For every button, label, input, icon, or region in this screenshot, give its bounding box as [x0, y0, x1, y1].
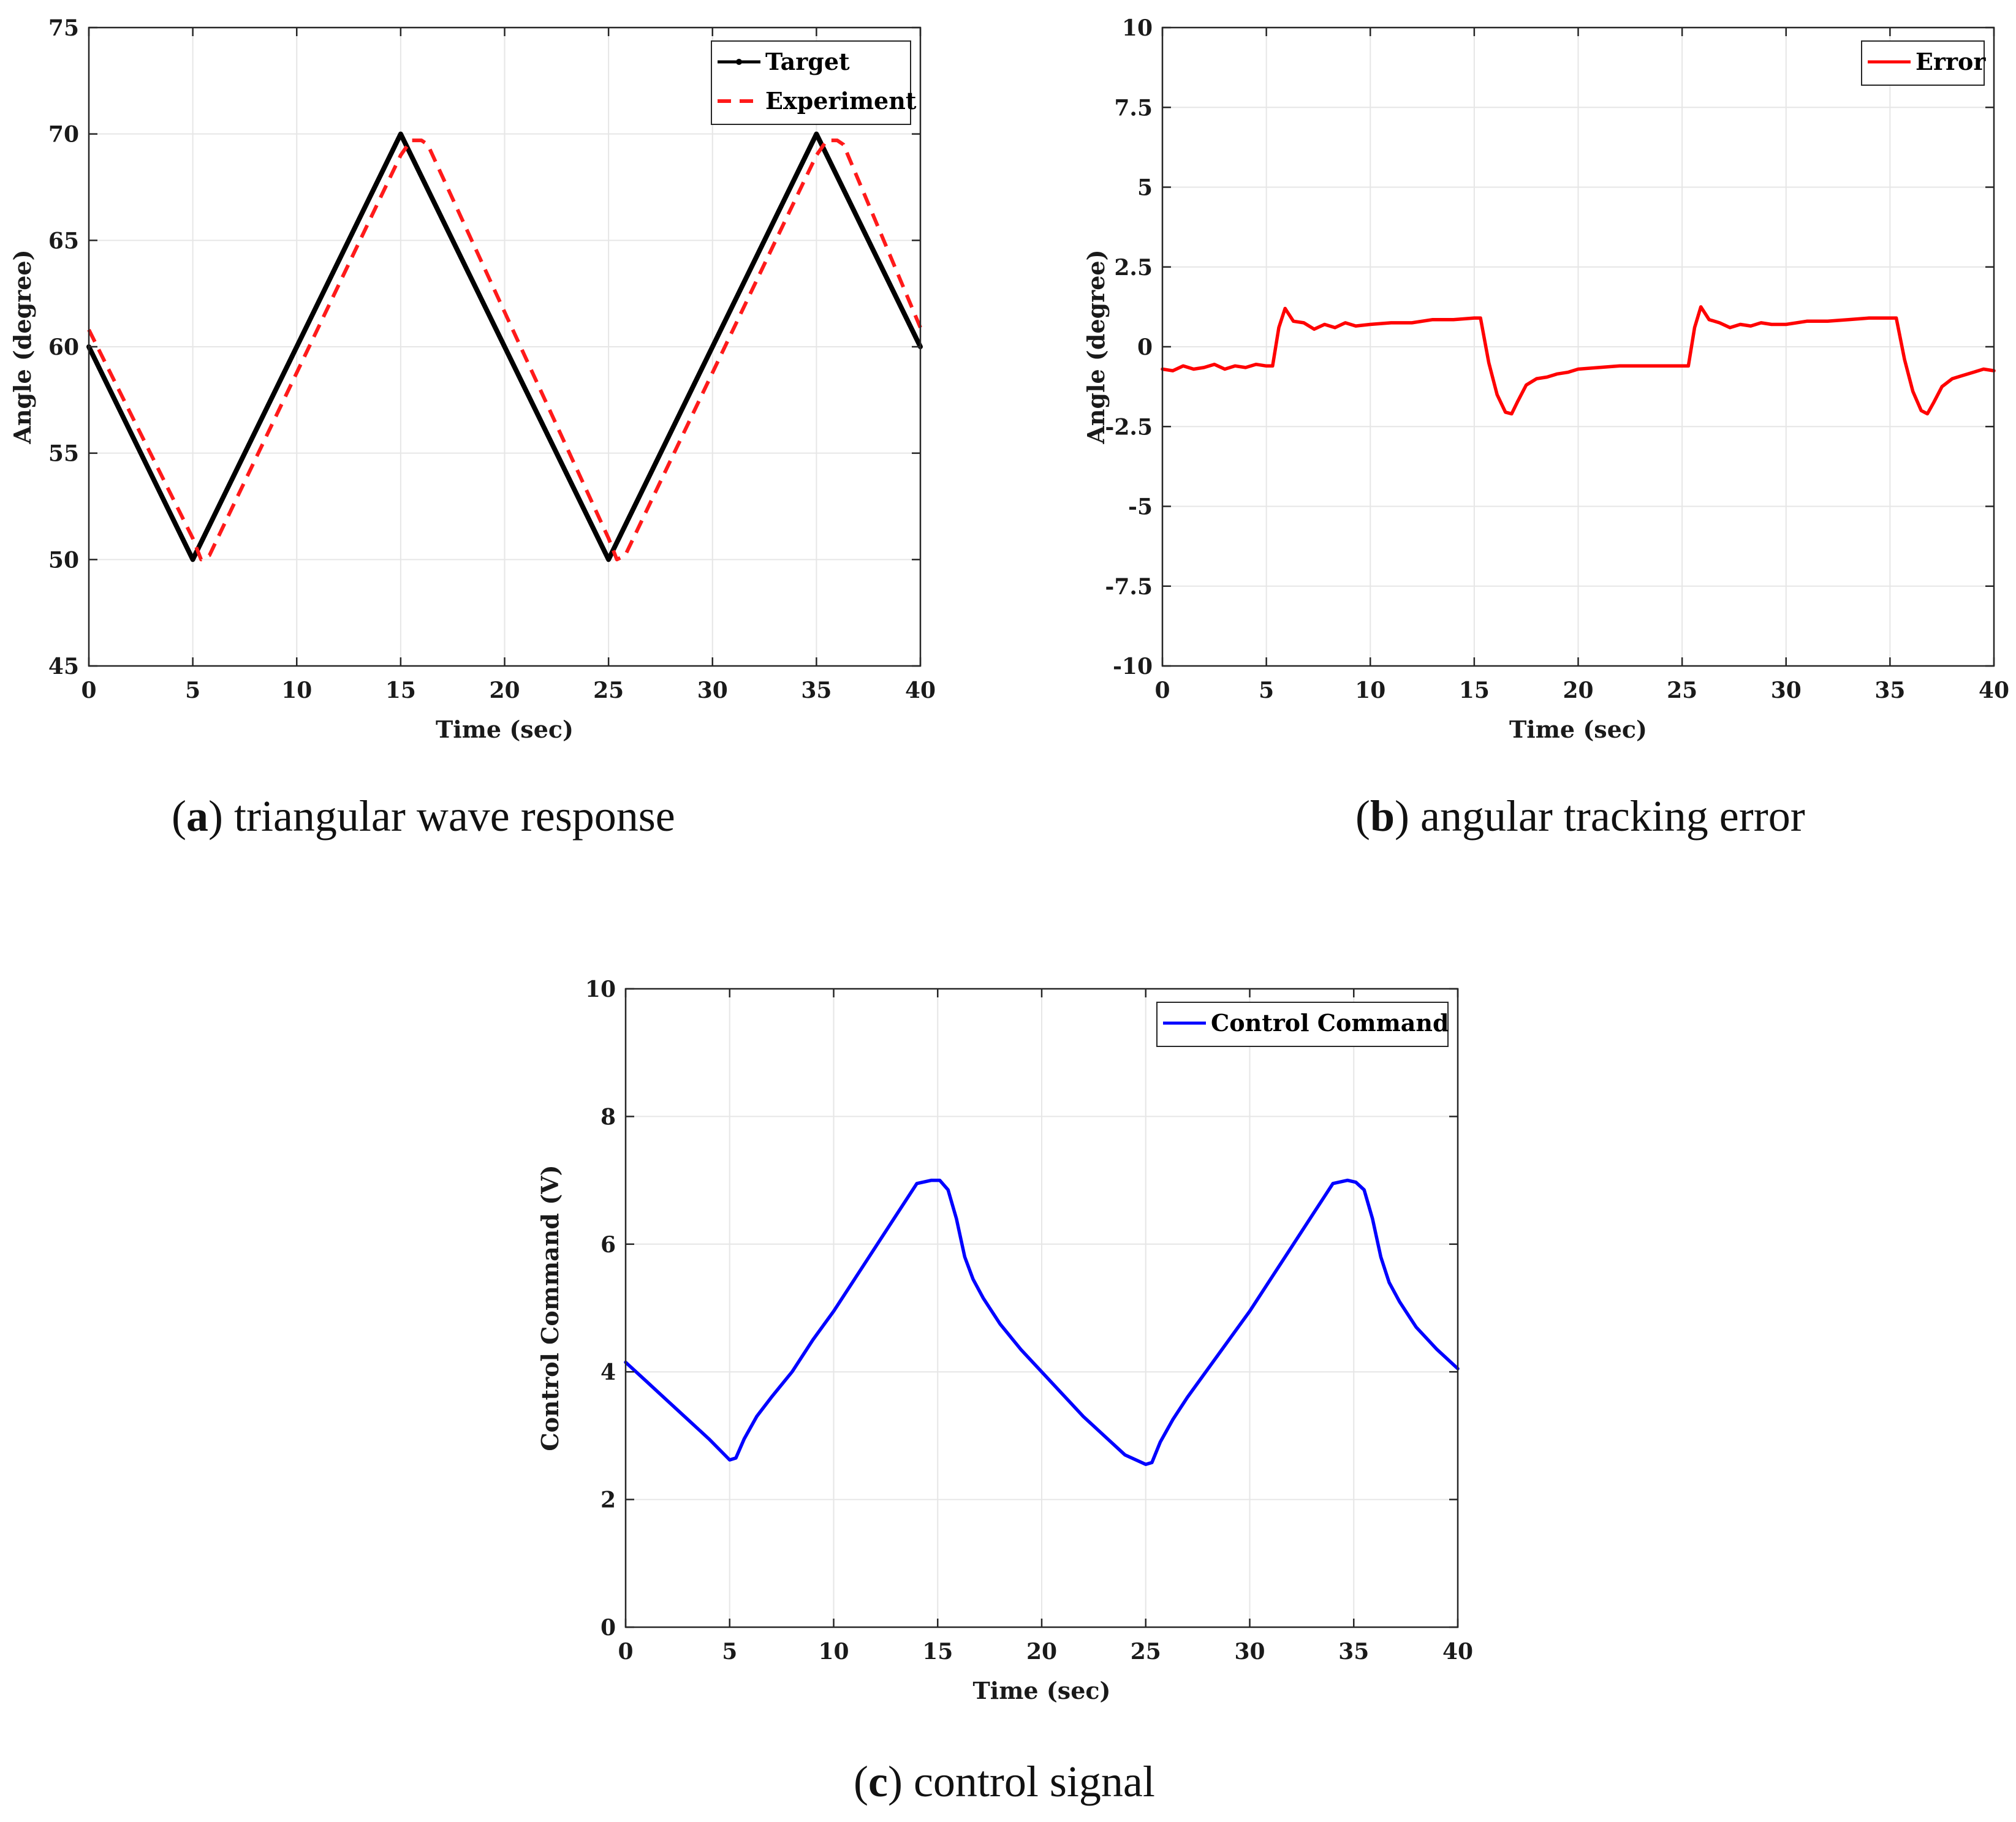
chart-b-tracking-error: 0 5 10 15 20 25 30 35 40 -10 -7.5 -5 -2.5 0 2.5 5 7.5 10 T… — [1082, 15, 2009, 743]
y-tick-label: -5 — [1128, 494, 1153, 520]
legend-label: Error — [1916, 48, 1986, 75]
caption-a: (a) triangular wave response — [172, 792, 675, 841]
x-tick-label: 25 — [1131, 1639, 1161, 1665]
series-line-experiment — [87, 138, 922, 562]
caption-c-text: control signal — [903, 1757, 1155, 1806]
y-tick-label: -7.5 — [1105, 574, 1153, 600]
y-tick-label: 0 — [1137, 335, 1153, 360]
x-tick-label: 0 — [618, 1639, 633, 1665]
y-tick-label: 2.5 — [1114, 255, 1153, 281]
y-tick-label: -2.5 — [1105, 414, 1153, 440]
x-tick-label: 15 — [1459, 678, 1490, 703]
y-tick-label: 65 — [48, 228, 79, 254]
caption-b-letter: b — [1370, 792, 1395, 841]
y-tick-label: 6 — [601, 1232, 616, 1258]
x-tick-label: 40 — [1442, 1639, 1473, 1665]
x-tick-label: 40 — [1979, 678, 2009, 703]
y-tick-label: 60 — [48, 335, 79, 360]
x-tick-label: 0 — [81, 678, 96, 703]
series-line-target — [86, 131, 923, 562]
caption-c: (c) control signal — [854, 1757, 1155, 1806]
caption-a-text: triangular wave response — [223, 792, 675, 841]
y-tick-label: 8 — [601, 1104, 616, 1130]
y-axis-label: Angle (degree) — [9, 249, 36, 444]
legend-a: Target Experiment — [711, 40, 917, 125]
y-tick-label: 10 — [585, 977, 616, 1002]
x-tick-label: 30 — [1234, 1639, 1265, 1665]
x-tick-label: 35 — [1874, 678, 1905, 703]
legend-b: Error — [1861, 40, 1986, 86]
x-tick-label: 25 — [1667, 678, 1697, 703]
legend-label: Target — [765, 48, 850, 75]
x-tick-label: 10 — [818, 1639, 849, 1665]
legend-label: Experiment — [765, 87, 917, 115]
x-tick-label: 10 — [281, 678, 312, 703]
x-tick-label: 5 — [722, 1639, 737, 1665]
x-tick-label: 20 — [489, 678, 520, 703]
y-tick-label: 0 — [601, 1615, 616, 1641]
x-tick-label: 35 — [1338, 1639, 1369, 1665]
x-axis-label: Time (sec) — [436, 716, 574, 743]
x-tick-label: 5 — [185, 678, 200, 703]
legend-label: Control Command — [1211, 1009, 1449, 1037]
x-tick-label: 35 — [801, 678, 832, 703]
y-tick-label: 75 — [48, 15, 79, 41]
series-line-control-command — [624, 1178, 1460, 1467]
y-tick-label: 50 — [48, 547, 79, 573]
y-axis-label: Control Command (V) — [536, 1165, 564, 1451]
y-tick-label: 5 — [1137, 175, 1153, 201]
legend-c: Control Command — [1156, 1002, 1449, 1047]
x-tick-label: 30 — [697, 678, 728, 703]
caption-b-text: angular tracking error — [1409, 792, 1805, 841]
x-tick-label: 20 — [1563, 678, 1593, 703]
x-tick-label: 20 — [1026, 1639, 1057, 1665]
chart-a-angle-response: 0 5 10 15 20 25 30 35 40 45 50 55 60 65 70 75 Time (sec)… — [9, 15, 936, 743]
x-tick-label: 40 — [905, 678, 936, 703]
y-tick-label: 2 — [601, 1487, 616, 1513]
y-axis-label: Angle (degree) — [1082, 249, 1110, 444]
x-axis-label: Time (sec) — [1509, 716, 1647, 743]
y-tick-label: 10 — [1122, 15, 1153, 41]
caption-b: (b) angular tracking error — [1355, 792, 1805, 841]
chart-c-control-signal: 0 5 10 15 20 25 30 35 40 0 2 4 6 8 10 Time (sec) Control… — [536, 977, 1473, 1704]
x-tick-label: 15 — [385, 678, 416, 703]
y-tick-label: -10 — [1113, 654, 1153, 679]
x-tick-label: 5 — [1259, 678, 1274, 703]
x-tick-label: 15 — [922, 1639, 953, 1665]
y-tick-label: 70 — [48, 122, 79, 148]
y-tick-label: 45 — [48, 654, 79, 679]
y-tick-label: 7.5 — [1114, 95, 1153, 121]
y-tick-label: 55 — [48, 441, 79, 467]
x-tick-label: 0 — [1154, 678, 1170, 703]
x-tick-label: 10 — [1355, 678, 1385, 703]
x-tick-label: 30 — [1771, 678, 1802, 703]
y-tick-label: 4 — [601, 1359, 616, 1385]
series-line-error — [1161, 305, 1996, 416]
caption-a-letter: a — [186, 792, 208, 841]
x-tick-label: 25 — [593, 678, 624, 703]
legend-box — [711, 40, 911, 125]
caption-c-letter: c — [868, 1757, 888, 1806]
x-axis-label: Time (sec) — [973, 1677, 1111, 1704]
legend-marker — [736, 59, 742, 65]
